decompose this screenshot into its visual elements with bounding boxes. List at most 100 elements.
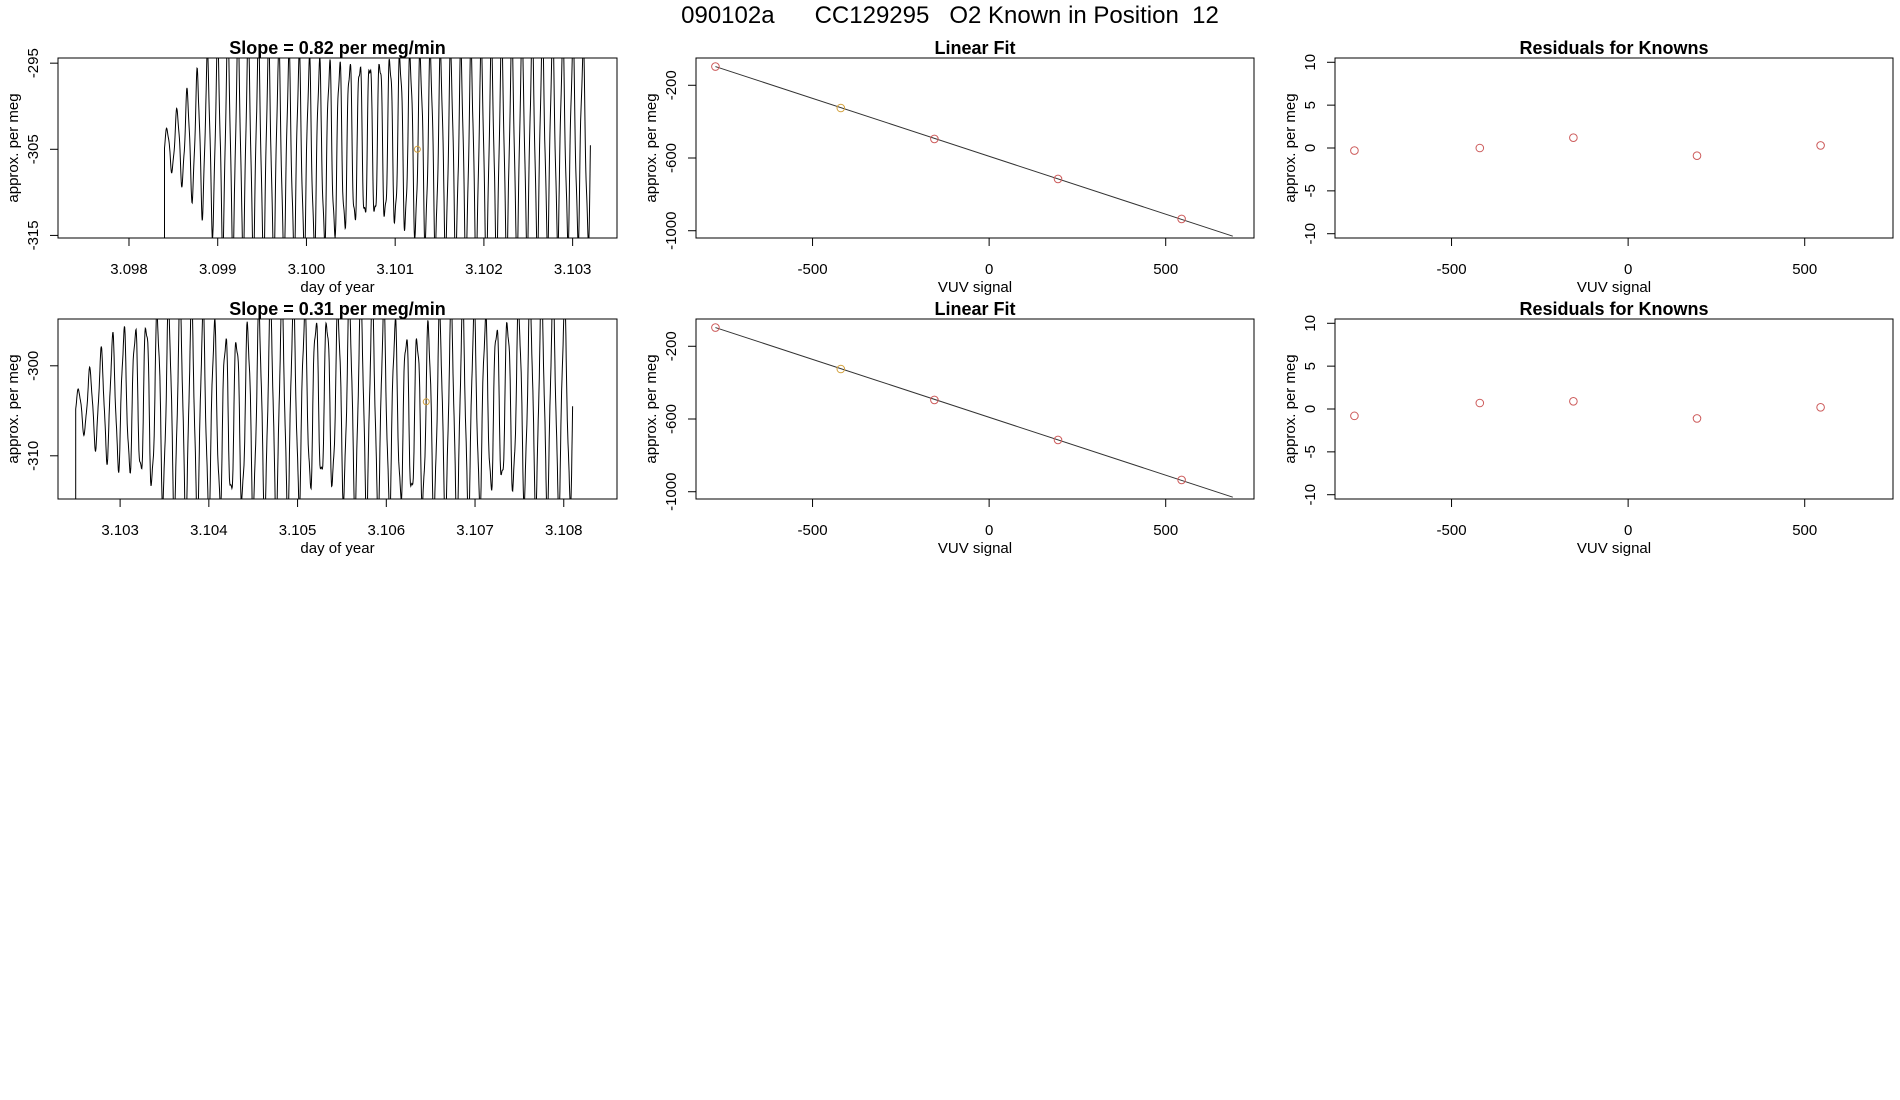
data-point <box>711 62 720 71</box>
y-tick-label: 5 <box>1302 362 1319 370</box>
x-tick-label: 3.099 <box>199 261 237 278</box>
y-tick-label: -200 <box>663 70 680 100</box>
y-tick-label: -600 <box>663 143 680 173</box>
y-tick-label: -300 <box>25 351 42 381</box>
y-tick-label: -10 <box>1302 223 1319 245</box>
x-tick-label: -500 <box>798 261 828 278</box>
plot-area <box>711 323 1233 498</box>
plot-frame <box>695 57 1255 239</box>
y-tick-label: -1000 <box>663 473 680 511</box>
y-tick-label: 10 <box>1302 315 1319 332</box>
x-tick-label: 3.098 <box>110 261 148 278</box>
data-point <box>1475 398 1485 408</box>
data-point <box>1816 141 1825 150</box>
data-point <box>1569 133 1578 143</box>
y-tick-label: -295 <box>25 48 42 78</box>
x-tick-label: 3.106 <box>368 522 406 539</box>
data-point <box>930 134 939 144</box>
data-point <box>836 103 846 113</box>
y-axis-label: approx. per meg <box>643 354 660 463</box>
y-tick-label: -310 <box>25 441 42 471</box>
panel-resid-2: Residuals for Knowns VUV signal approx. pe… <box>1282 299 1894 557</box>
plot-frame <box>57 318 618 500</box>
x-tick-label: 3.101 <box>376 261 414 278</box>
plot-area <box>711 62 1233 237</box>
panel-trace-2: Slope = 0.31 per meg/min day of year appro… <box>5 299 618 557</box>
x-tick-label: 0 <box>1624 261 1632 278</box>
x-tick-label: 500 <box>1153 522 1178 539</box>
x-tick-label: 3.105 <box>279 522 317 539</box>
y-tick-label: -5 <box>1302 445 1319 458</box>
x-tick-label: -500 <box>798 522 828 539</box>
data-point <box>1692 151 1702 161</box>
x-tick-label: 3.103 <box>554 261 592 278</box>
y-tick-label: -10 <box>1302 484 1319 506</box>
plot-area <box>1350 133 1825 161</box>
data-point <box>1692 414 1702 423</box>
x-tick-label: 500 <box>1792 261 1817 278</box>
data-point <box>1816 402 1825 412</box>
plot-area <box>66 58 591 238</box>
x-tick-label: 3.108 <box>545 522 583 539</box>
panel-fit-2: Linear Fit VUV signal approx. per meg -500 0… <box>643 299 1255 557</box>
data-point <box>930 395 939 405</box>
panel-trace-1: Slope = 0.82 per meg/min day of year appro… <box>5 38 618 296</box>
x-tick-label: 0 <box>1624 522 1632 539</box>
panel-title: Residuals for Knowns <box>1519 299 1708 319</box>
panel-title: Residuals for Knowns <box>1519 38 1708 58</box>
data-point <box>1350 146 1359 155</box>
figure-title: 090102a CC129295 O2 Known in Position 12 <box>681 2 1219 29</box>
fit-line <box>715 327 1233 498</box>
x-axis-label: day of year <box>300 540 374 557</box>
x-tick-label: 3.102 <box>465 261 503 278</box>
plot-area <box>1350 396 1825 423</box>
y-tick-label: -200 <box>663 331 680 361</box>
y-tick-label: -315 <box>25 220 42 250</box>
x-tick-label: 0 <box>985 522 993 539</box>
x-axis-label: day of year <box>300 279 374 296</box>
x-tick-label: -500 <box>1437 261 1467 278</box>
x-tick-label: 500 <box>1153 261 1178 278</box>
marker-point <box>422 398 430 406</box>
plot-frame <box>1334 318 1894 500</box>
y-axis-label: approx. per meg <box>643 93 660 202</box>
y-axis-label: approx. per meg <box>5 93 22 202</box>
y-tick-label: -305 <box>25 134 42 164</box>
panel-resid-1: Residuals for Knowns VUV signal approx. pe… <box>1282 38 1894 296</box>
x-tick-label: 3.104 <box>190 522 228 539</box>
data-point <box>1053 174 1063 184</box>
x-tick-label: 0 <box>985 261 993 278</box>
y-axis-label: approx. per meg <box>1282 354 1299 463</box>
panel-fit-1: Linear Fit VUV signal approx. per meg -500 0… <box>643 38 1255 296</box>
y-axis-label: approx. per meg <box>5 354 22 463</box>
plot-frame <box>1334 57 1894 239</box>
series-line-measurement <box>75 319 574 499</box>
data-point <box>1177 214 1186 224</box>
series-line-measurement <box>66 58 591 238</box>
y-tick-label: -5 <box>1302 184 1319 197</box>
x-axis-label: VUV signal <box>938 279 1012 296</box>
fit-line <box>715 66 1233 237</box>
data-point <box>1053 435 1063 445</box>
plot-area <box>75 319 574 499</box>
panel-title: Slope = 0.82 per meg/min <box>229 38 446 58</box>
panel-title: Slope = 0.31 per meg/min <box>229 299 446 319</box>
plot-frame <box>57 57 618 239</box>
x-axis-label: VUV signal <box>1577 279 1651 296</box>
y-axis-label: approx. per meg <box>1282 93 1299 202</box>
x-axis-label: VUV signal <box>1577 540 1651 557</box>
data-point <box>1475 143 1485 153</box>
data-point <box>1350 411 1359 421</box>
y-tick-label: -600 <box>663 404 680 434</box>
y-tick-label: 0 <box>1302 405 1319 413</box>
x-tick-label: 3.100 <box>288 261 326 278</box>
y-tick-label: -1000 <box>663 212 680 250</box>
x-tick-label: 3.103 <box>101 522 139 539</box>
y-tick-label: 10 <box>1302 54 1319 71</box>
x-tick-label: 3.107 <box>456 522 494 539</box>
data-point <box>711 323 720 332</box>
x-tick-label: -500 <box>1437 522 1467 539</box>
panel-title: Linear Fit <box>934 38 1015 58</box>
data-point <box>836 364 846 374</box>
